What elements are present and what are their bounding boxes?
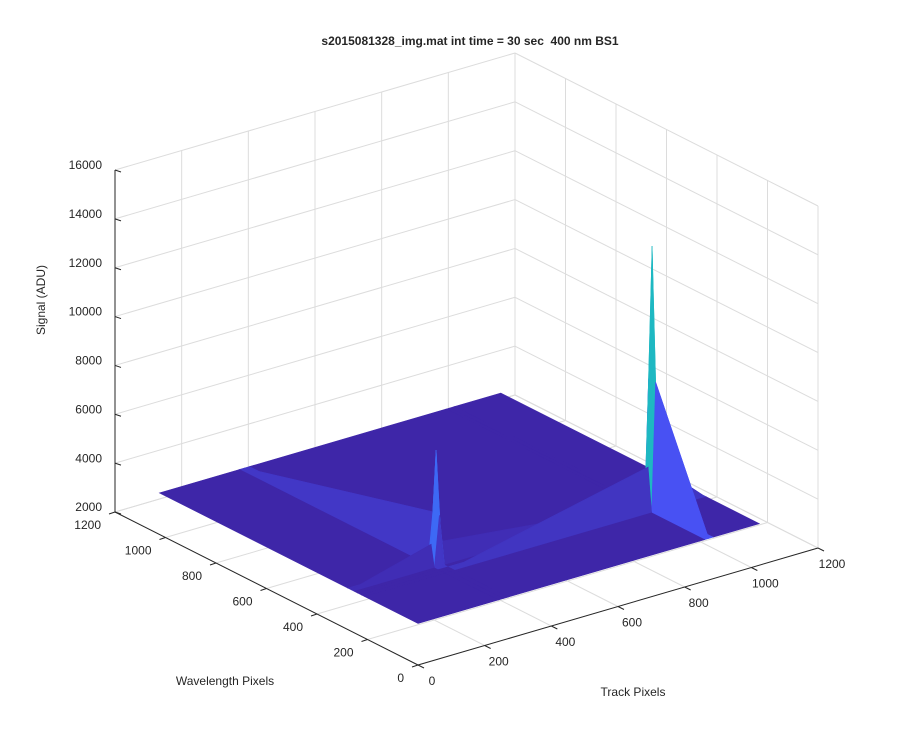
grid-line: [114, 345, 516, 464]
x-tick: [484, 645, 491, 649]
z-tick-label: 16000: [69, 158, 103, 172]
grid-line: [114, 101, 516, 220]
x-tick-label: 400: [555, 635, 575, 649]
y-tick: [108, 511, 116, 515]
z-tick-label: 6000: [75, 402, 102, 416]
x-tick-label: 0: [429, 674, 436, 688]
grid-line: [514, 296, 819, 451]
z-tick: [114, 413, 122, 417]
z-tick: [114, 364, 122, 368]
y-tick: [260, 588, 267, 591]
z-tick: [114, 462, 122, 466]
y-tick: [209, 562, 217, 566]
y-tick-label: 200: [333, 646, 353, 660]
z-tick-label: 4000: [75, 451, 102, 465]
z-tick: [114, 316, 122, 320]
z-tick: [114, 169, 122, 173]
x-tick-label: 600: [622, 616, 642, 630]
z-tick-label: 2000: [75, 500, 102, 514]
x-tick-label: 1200: [819, 557, 846, 571]
y-tick-label: 400: [283, 620, 303, 634]
x-tick: [617, 606, 625, 610]
x-tick: [417, 664, 425, 669]
chart-title: s2015081328_img.mat int time = 30 sec 40…: [321, 34, 619, 48]
y-tick-label: 0: [397, 671, 404, 685]
grid-line: [114, 199, 516, 318]
grid-line: [514, 150, 819, 305]
surface-face: [651, 382, 710, 540]
x-tick: [817, 547, 825, 552]
x-tick: [684, 586, 691, 591]
z-tick: [114, 267, 122, 271]
y-tick: [361, 639, 368, 642]
y-tick-label: 1000: [125, 544, 152, 558]
grid-line: [114, 150, 516, 269]
z-tick-label: 12000: [69, 256, 103, 270]
grid-line: [514, 52, 819, 207]
x-tick-label: 200: [489, 655, 509, 669]
x-tick: [751, 567, 758, 571]
grid-line: [514, 199, 819, 354]
z-tick-label: 8000: [75, 354, 102, 368]
z-tick: [114, 511, 122, 515]
surface-face: [364, 572, 499, 624]
z-tick: [114, 218, 122, 222]
grid-line: [114, 247, 516, 366]
grid-line: [114, 52, 516, 171]
z-tick-label: 10000: [69, 305, 103, 319]
x-tick: [551, 625, 558, 630]
y-tick-label: 800: [182, 569, 202, 583]
z-tick-label: 14000: [69, 207, 103, 221]
x-axis-label: Track Pixels: [601, 685, 666, 699]
grid-line: [514, 247, 819, 402]
z-axis-label: Signal (ADU): [34, 265, 48, 335]
x-tick-label: 800: [689, 596, 709, 610]
x-tick-label: 1000: [752, 577, 779, 591]
y-tick: [159, 537, 166, 540]
y-tick-label: 1200: [74, 518, 101, 532]
grid-line: [367, 522, 768, 640]
y-tick-label: 600: [232, 595, 252, 609]
grid-line: [114, 296, 516, 415]
y-axis-label: Wavelength Pixels: [176, 674, 274, 688]
grid-line: [514, 101, 819, 256]
y-tick: [411, 664, 419, 668]
y-tick: [310, 613, 318, 617]
